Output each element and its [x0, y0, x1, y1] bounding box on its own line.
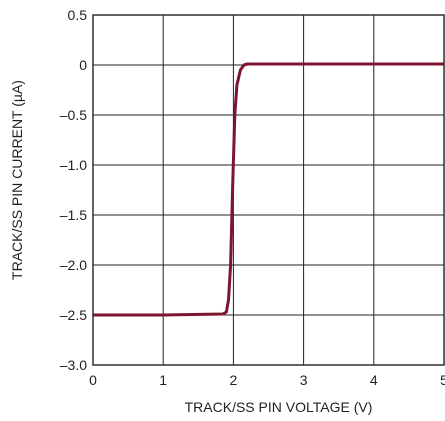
- grid: [93, 15, 444, 365]
- plot-frame: [92, 14, 445, 366]
- x-tick-label-1: 1: [159, 372, 167, 388]
- y-tick-label-6: –2.5: [60, 307, 87, 323]
- y-axis-label: TRACK/SS PIN CURRENT (µA): [9, 80, 25, 280]
- y-tick-label-0: 0.5: [68, 7, 88, 23]
- y-tick-label-5: –2.0: [60, 257, 87, 273]
- series-layer: [93, 62, 444, 317]
- y-tick-label-7: –3.0: [60, 357, 87, 373]
- series-line-0: [93, 62, 444, 317]
- y-tick-label-3: –1.0: [60, 157, 87, 173]
- y-tick-labels: 0.5 0 –0.5 –1.0 –1.5 –2.0 –2.5 –3.0: [60, 7, 87, 373]
- y-tick-label-2: –0.5: [60, 107, 87, 123]
- x-tick-label-0: 0: [89, 372, 97, 388]
- x-tick-label-5: 5: [440, 372, 445, 388]
- x-tick-labels: 0 1 2 3 4 5: [89, 372, 445, 388]
- x-tick-label-3: 3: [300, 372, 308, 388]
- x-tick-label-4: 4: [370, 372, 378, 388]
- x-tick-label-2: 2: [230, 372, 238, 388]
- x-axis-label: TRACK/SS PIN VOLTAGE (V): [185, 399, 373, 415]
- y-tick-label-1: 0: [79, 57, 87, 73]
- y-tick-label-4: –1.5: [60, 207, 87, 223]
